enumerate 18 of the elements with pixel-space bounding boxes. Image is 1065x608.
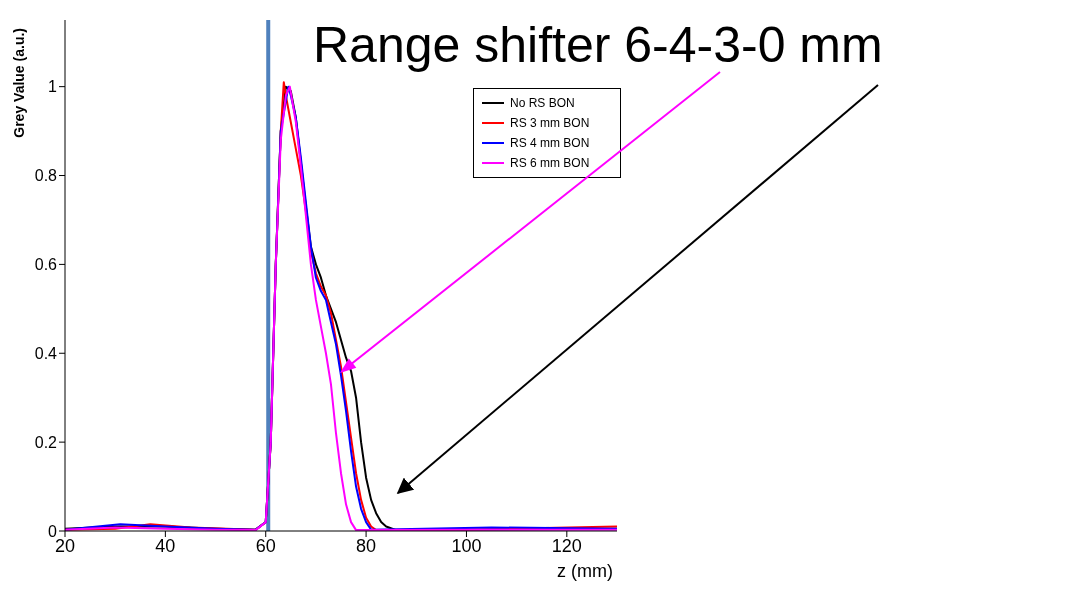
x-tick-label: 60 xyxy=(255,535,276,556)
annotation: Range shifter 6-4-3-0 mm xyxy=(313,16,883,74)
y-tick-label: 0.8 xyxy=(34,167,58,185)
y-tick-label: 1 xyxy=(48,78,58,96)
y-tick-label: 0 xyxy=(48,522,58,540)
y-tick-label: 0.4 xyxy=(34,344,58,362)
x-axis-title: z (mm) xyxy=(557,561,613,581)
y-tick-label: 0.2 xyxy=(34,433,58,451)
x-tick-label: 120 xyxy=(551,535,582,556)
y-tick-label: 0.6 xyxy=(34,256,58,274)
y-axis-title: Grey Value (a.u.) xyxy=(11,28,27,138)
legend-label: No RS BON xyxy=(510,95,575,112)
legend-label: RS 4 mm BON xyxy=(510,135,590,152)
legend-label: RS 6 mm BON xyxy=(510,155,590,172)
legend-label: RS 3 mm BON xyxy=(510,115,590,132)
x-tick-label: 80 xyxy=(356,535,377,556)
x-tick-label: 40 xyxy=(155,535,176,556)
x-tick-label: 100 xyxy=(451,535,482,556)
